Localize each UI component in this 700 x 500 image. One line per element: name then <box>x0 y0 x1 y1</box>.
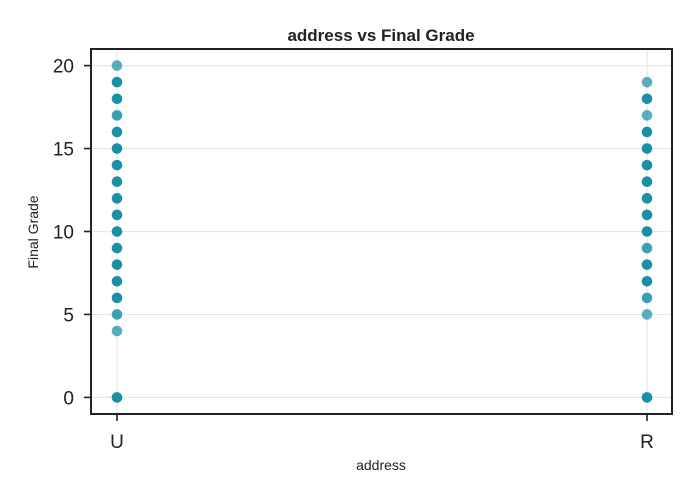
scatter-point <box>641 292 653 304</box>
y-axis-label: Final Grade <box>25 195 41 268</box>
scatter-point <box>111 126 123 138</box>
scatter-point <box>641 392 653 403</box>
y-tick-label: 0 <box>63 388 74 409</box>
grid-lines <box>91 49 672 414</box>
scatter-point <box>111 309 123 320</box>
chart-title: address vs Final Grade <box>287 26 474 45</box>
scatter-point <box>641 259 653 270</box>
scatter-point <box>641 309 653 320</box>
scatter-point <box>641 242 653 254</box>
scatter-point <box>111 176 123 188</box>
scatter-point <box>111 93 123 105</box>
scatter-point <box>111 76 123 88</box>
scatter-point <box>641 275 653 287</box>
scatter-point <box>641 143 653 154</box>
scatter-point <box>641 159 653 171</box>
scatter-point <box>641 110 653 121</box>
scatter-point <box>111 242 123 254</box>
scatter-point <box>111 209 123 221</box>
scatter-point <box>111 110 123 121</box>
x-tick-label: U <box>110 432 124 453</box>
y-tick-label: 15 <box>53 140 74 161</box>
scatter-point <box>641 209 653 221</box>
scatter-point <box>111 159 123 171</box>
data-points <box>111 60 653 403</box>
y-tick-label: 20 <box>53 57 74 78</box>
scatter-point <box>111 226 123 237</box>
scatter-point <box>111 275 123 287</box>
scatter-point <box>641 226 653 237</box>
scatter-point <box>111 259 123 270</box>
scatter-point <box>111 292 123 304</box>
scatter-point <box>111 392 123 403</box>
scatter-point <box>111 325 123 337</box>
y-tick-label: 5 <box>63 305 74 326</box>
scatter-point <box>111 193 123 204</box>
axis-ticks: 0 5 10 15 20 U R <box>53 57 654 453</box>
scatter-point <box>641 126 653 138</box>
scatter-point <box>641 176 653 188</box>
y-tick-label: 10 <box>53 223 74 244</box>
scatter-point <box>641 93 653 105</box>
scatter-point <box>641 193 653 204</box>
scatter-point <box>111 60 123 71</box>
x-axis-label: address <box>356 457 406 473</box>
scatter-point <box>111 143 123 154</box>
scatter-point <box>641 76 653 88</box>
x-tick-label: R <box>640 432 654 453</box>
